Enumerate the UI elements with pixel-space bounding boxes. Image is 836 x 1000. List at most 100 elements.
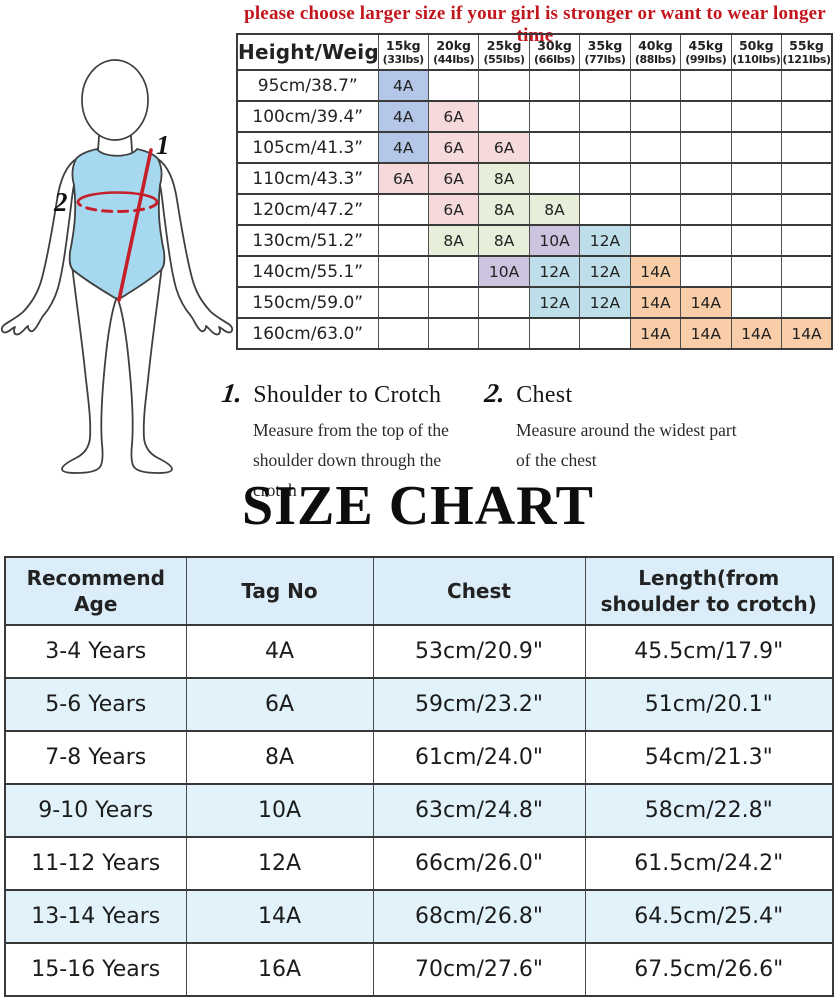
size-cell (730, 69, 783, 102)
size-cell: 4A (377, 131, 429, 164)
chest-cell: 61cm/24.0" (372, 730, 586, 785)
matrix-row: 140cm/55.1” 10A 12A 12A 14A (236, 255, 833, 288)
age-cell: 15-16 Years (4, 942, 187, 997)
size-table-row: 5-6 Years 6A 59cm/23.2" 51cm/20.1" (4, 677, 834, 732)
size-cell: 6A (427, 131, 480, 164)
length-cell: 61.5cm/24.2" (584, 836, 834, 891)
size-cell (730, 193, 783, 226)
age-cell: 3-4 Years (4, 624, 187, 679)
size-cell: 10A (528, 224, 581, 257)
size-cell (478, 286, 530, 319)
size-table-row: 9-10 Years 10A 63cm/24.8" 58cm/22.8" (4, 783, 834, 838)
weight-header: 30kg (66Ibs) (528, 33, 581, 71)
tag-cell: 8A (185, 730, 374, 785)
size-cell (377, 286, 429, 319)
size-cell (629, 131, 682, 164)
size-cell (427, 317, 480, 350)
size-cell: 12A (528, 286, 581, 319)
size-cell (377, 255, 429, 288)
size-table: Recommend Age Tag No Chest Length(from shou… (4, 556, 834, 997)
size-cell (680, 193, 732, 226)
size-cell: 14A (629, 286, 682, 319)
weight-header: 40kg (88Ibs) (629, 33, 682, 71)
height-label: 95cm/38.7” (236, 69, 379, 102)
size-cell (629, 193, 682, 226)
head-shape (81, 59, 149, 141)
height-label: 130cm/51.2” (236, 224, 379, 257)
size-cell (579, 317, 631, 350)
size-cell (730, 286, 783, 319)
weight-header: 55kg (121Ibs) (781, 33, 833, 71)
child-figure-illustration: 1 2 (0, 59, 234, 474)
size-cell (781, 193, 833, 226)
page-title: SIZE CHART (242, 475, 594, 537)
size-cell (730, 100, 783, 133)
right-arm-shape (157, 158, 234, 336)
size-cell (680, 162, 732, 195)
size-cell (781, 131, 833, 164)
size-cell: 6A (478, 131, 530, 164)
chest-cell: 66cm/26.0" (372, 836, 586, 891)
weight-header: 20kg (44Ibs) (427, 33, 480, 71)
right-leg-shape (116, 264, 173, 474)
measure-line-shoulder-to-crotch (117, 148, 153, 302)
size-table-row: 13-14 Years 14A 68cm/26.8" 64.5cm/25.4" (4, 889, 834, 944)
size-cell: 14A (629, 255, 682, 288)
size-table-header: Length(from shoulder to crotch) (584, 556, 834, 626)
matrix-row: 130cm/51.2” 8A 8A 10A 12A (236, 224, 833, 257)
size-cell: 14A (680, 317, 732, 350)
matrix-header-row: Height/Weight 15kg(33Ibs)20kg(44Ibs)25kg… (236, 33, 833, 71)
size-cell (730, 224, 783, 257)
weight-header: 45kg (99Ibs) (680, 33, 732, 71)
chest-cell: 53cm/20.9" (372, 624, 586, 679)
instruction-line: Measure around the widest part (516, 420, 737, 440)
size-cell (781, 224, 833, 257)
height-label: 140cm/55.1” (236, 255, 379, 288)
size-cell (680, 69, 732, 102)
age-cell: 7-8 Years (4, 730, 187, 785)
instruction-chest: 2. Chest Measure around the widest part … (483, 378, 836, 505)
size-cell (478, 69, 530, 102)
height-label: 120cm/47.2” (236, 193, 379, 226)
height-label: 150cm/59.0” (236, 286, 379, 319)
left-arm-shape (0, 158, 77, 336)
height-label: 160cm/63.0” (236, 317, 379, 350)
tag-cell: 6A (185, 677, 374, 732)
matrix-row: 110cm/43.3” 6A 6A 8A (236, 162, 833, 195)
size-cell (629, 100, 682, 133)
size-cell (680, 255, 732, 288)
size-table-header-row: Recommend Age Tag No Chest Length(from shou… (4, 556, 834, 626)
size-cell: 12A (579, 255, 631, 288)
leotard-shape (68, 148, 166, 300)
size-cell: 8A (478, 193, 530, 226)
weight-header: 15kg (33Ibs) (377, 33, 429, 71)
length-cell: 67.5cm/26.6" (584, 942, 834, 997)
size-cell: 8A (478, 162, 530, 195)
size-cell: 8A (478, 224, 530, 257)
size-cell (427, 69, 480, 102)
weight-header: 25kg (55Ibs) (478, 33, 530, 71)
instruction-shoulder-to-crotch: 1. Shoulder to Crotch Measure from the t… (220, 378, 485, 505)
matrix-row: 105cm/41.3” 4A 6A 6A (236, 131, 833, 164)
size-cell (528, 100, 581, 133)
age-cell: 11-12 Years (4, 836, 187, 891)
chest-ellipse-bottom-dashed (76, 200, 159, 213)
measure-instructions: 1. Shoulder to Crotch Measure from the t… (0, 378, 836, 505)
matrix-row: 100cm/39.4” 4A 6A (236, 100, 833, 133)
size-cell: 6A (427, 193, 480, 226)
size-table-header: Chest (372, 556, 586, 626)
age-cell: 5-6 Years (4, 677, 187, 732)
size-cell (427, 286, 480, 319)
chest-cell: 70cm/27.6" (372, 942, 586, 997)
height-label: 100cm/39.4” (236, 100, 379, 133)
size-cell (377, 193, 429, 226)
figure-label-1: 1 (156, 130, 170, 160)
size-table-header: Recommend Age (4, 556, 187, 626)
instruction-line: shoulder down through the crotch (253, 450, 442, 500)
size-cell (680, 100, 732, 133)
matrix-row: 120cm/47.2” 6A 8A 8A (236, 193, 833, 226)
tag-cell: 4A (185, 624, 374, 679)
size-cell (680, 131, 732, 164)
size-table-header: Tag No (185, 556, 374, 626)
chest-cell: 63cm/24.8" (372, 783, 586, 838)
